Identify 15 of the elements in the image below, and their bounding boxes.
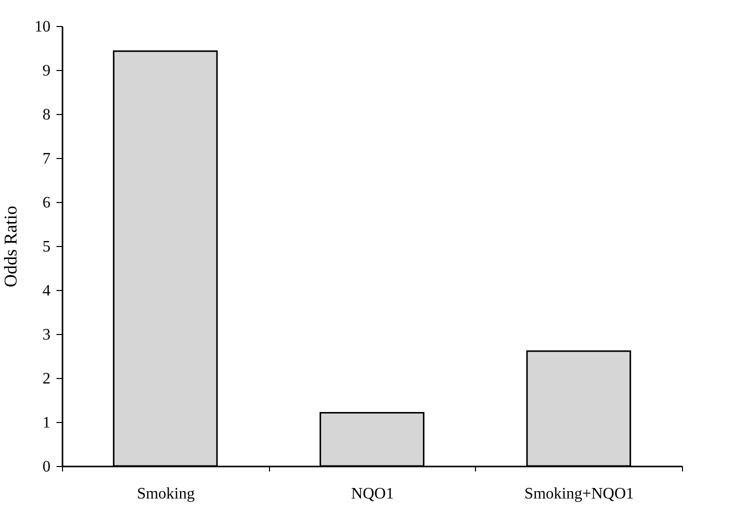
y-tick-label: 5 xyxy=(42,238,50,256)
y-tick-label: 4 xyxy=(42,282,50,300)
y-tick-label: 3 xyxy=(42,326,50,344)
y-axis-title: Odds Ratio xyxy=(0,206,20,288)
x-tick-label: NQO1 xyxy=(351,486,394,502)
y-tick-label: 10 xyxy=(34,18,50,36)
x-tick-label: Smoking+NQO1 xyxy=(524,486,634,502)
y-tick-label: 1 xyxy=(42,414,50,432)
y-tick-label: 7 xyxy=(42,150,50,168)
y-tick-label: 2 xyxy=(42,370,50,388)
y-tick-label: 0 xyxy=(42,458,50,476)
y-tick-label: 8 xyxy=(42,106,50,124)
y-tick-label: 6 xyxy=(42,194,50,212)
x-tick-label: Smoking xyxy=(136,486,195,502)
y-tick-label: 9 xyxy=(42,62,50,80)
